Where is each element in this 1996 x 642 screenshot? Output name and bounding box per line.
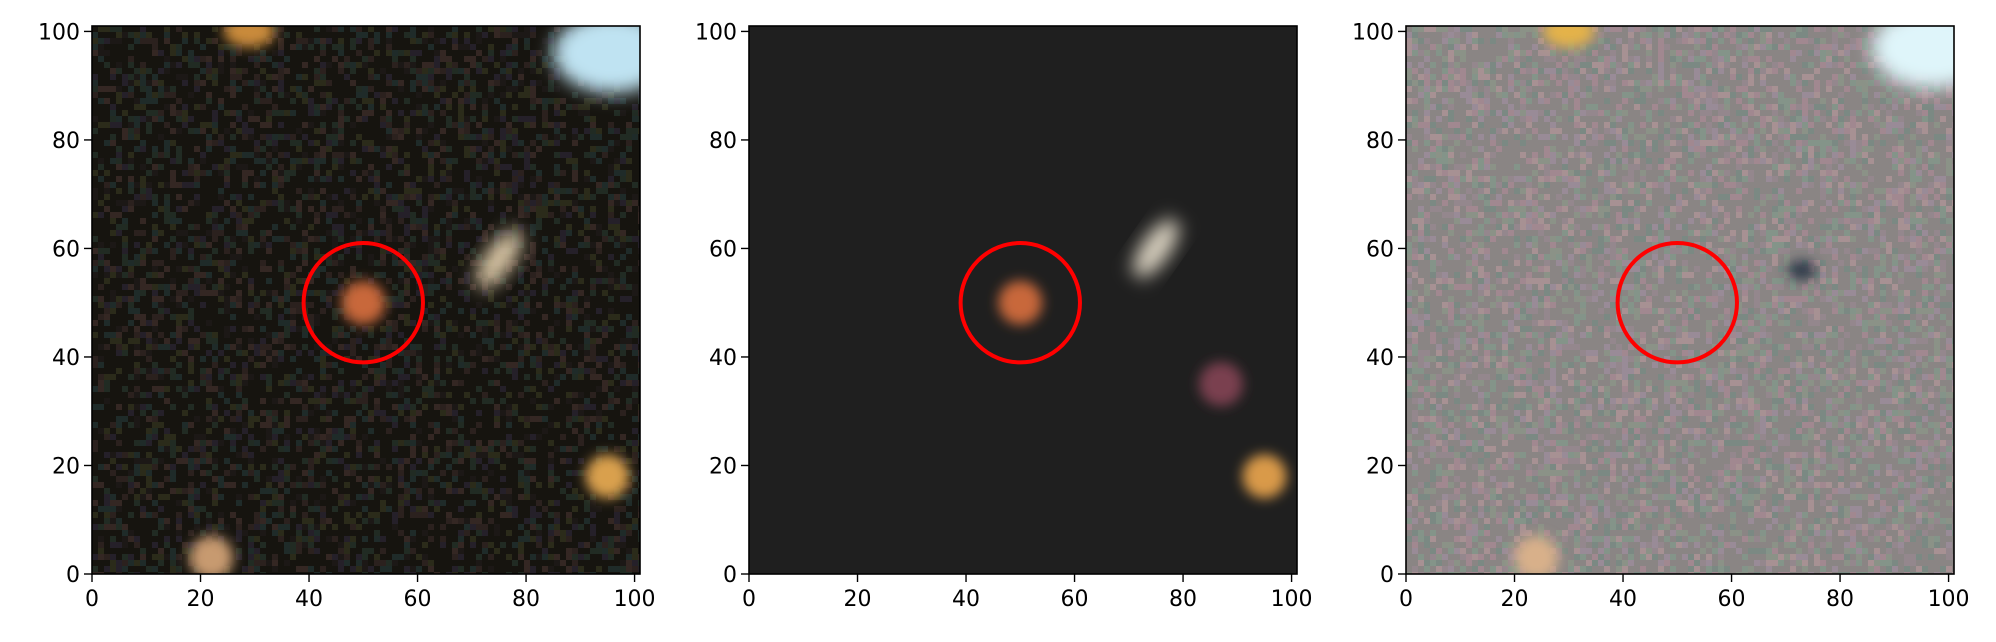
source-target: [341, 280, 386, 325]
source-corner-glow: [1872, 26, 1954, 88]
x-tick-label: 40: [1609, 587, 1637, 612]
y-tick-label: 20: [52, 454, 80, 479]
y-tick-label: 0: [723, 563, 737, 588]
x-tick-label: 80: [1826, 587, 1854, 612]
y-tick-label: 20: [1366, 454, 1394, 479]
source-faint-source: [1514, 535, 1559, 574]
y-tick-label: 60: [1366, 237, 1394, 262]
source-dark-residual: [1788, 260, 1817, 281]
panel-observed: 0 20 40 60 80 100 0 20 40 60 80 100: [38, 20, 656, 612]
panel-image: [749, 26, 1297, 574]
x-tick-label: 20: [1501, 587, 1529, 612]
target-marker-circle: [958, 241, 1082, 365]
y-tick-label: 20: [709, 454, 737, 479]
x-tick-label: 80: [1169, 587, 1197, 612]
source-edge-source: [1542, 26, 1595, 48]
y-tick-label: 60: [52, 237, 80, 262]
y-tick-label: 80: [52, 129, 80, 154]
source-star: [585, 454, 630, 499]
y-tick-label: 80: [709, 129, 737, 154]
y-tick-label: 0: [1380, 563, 1394, 588]
panel-residual: 0 20 40 60 80 100 0 20 40 60 80 100: [1352, 20, 1970, 612]
y-tick-label: 40: [1366, 346, 1394, 371]
source-faint-source: [189, 535, 234, 574]
x-tick-label: 0: [742, 587, 756, 612]
noise-texture: [92, 26, 640, 574]
target-marker-circle: [301, 241, 425, 365]
axes-frame: [1405, 25, 1955, 575]
x-tick-label: 20: [187, 587, 215, 612]
x-tick-label: 100: [1928, 587, 1970, 612]
x-tick-label: 60: [1061, 587, 1089, 612]
source-star: [1242, 454, 1287, 499]
axes-frame: [748, 25, 1298, 575]
source-corner-glow: [552, 26, 640, 94]
x-tick-label: 60: [404, 587, 432, 612]
panel-image: [1406, 26, 1954, 574]
source-faint-source: [1199, 362, 1244, 407]
x-tick-label: 100: [614, 587, 656, 612]
x-tick-label: 100: [1271, 587, 1313, 612]
x-tick-label: 60: [1718, 587, 1746, 612]
y-tick-label: 0: [66, 563, 80, 588]
axes-frame: [91, 25, 641, 575]
source-edge-source: [223, 26, 276, 48]
y-tick-label: 100: [695, 20, 737, 45]
x-tick-label: 0: [1399, 587, 1413, 612]
y-tick-label: 40: [52, 346, 80, 371]
y-tick-label: 60: [709, 237, 737, 262]
x-tick-label: 0: [85, 587, 99, 612]
panels: 0 20 40 60 80 100 0 20 40 60 80 100 0 20 40 60 80 100 0 20 4…: [38, 20, 1970, 612]
y-tick-label: 80: [1366, 129, 1394, 154]
source-target: [998, 280, 1043, 325]
target-marker-circle: [1615, 241, 1739, 365]
x-tick-label: 40: [952, 587, 980, 612]
panel-image: [92, 26, 640, 574]
source-galaxy: [476, 230, 522, 289]
y-tick-label: 100: [38, 20, 80, 45]
x-tick-label: 20: [844, 587, 872, 612]
y-tick-label: 100: [1352, 20, 1394, 45]
y-tick-label: 40: [709, 346, 737, 371]
x-tick-label: 80: [512, 587, 540, 612]
panel-model: 0 20 40 60 80 100 0 20 40 60 80 100: [695, 20, 1313, 612]
source-galaxy: [1133, 219, 1179, 278]
x-tick-label: 40: [295, 587, 323, 612]
